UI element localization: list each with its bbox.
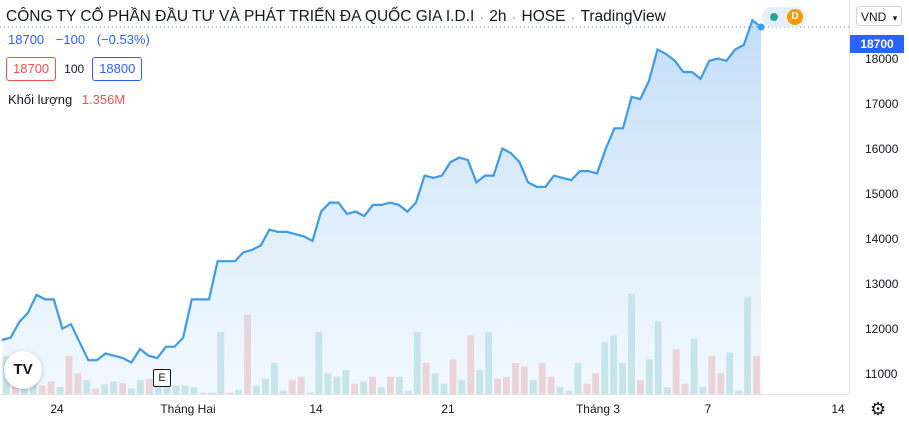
last-price-dot: [757, 23, 765, 31]
price-tick-label: 18000: [865, 51, 899, 66]
tradingview-logo[interactable]: TV: [4, 351, 42, 389]
time-tick-label: 14: [309, 402, 323, 416]
sell-button[interactable]: 18700: [6, 57, 57, 81]
chart-header: CÔNG TY CỔ PHẦN ĐẦU TƯ VÀ PHÁT TRIỂN ĐA …: [6, 6, 666, 28]
currency-value: VND: [861, 10, 887, 24]
separator-dot: ·: [570, 8, 576, 26]
time-tick-label: 21: [441, 402, 455, 416]
exchange-label: HOSE: [521, 8, 566, 25]
currency-select[interactable]: VND ▾: [856, 6, 902, 26]
symbol-title[interactable]: CÔNG TY CỔ PHẦN ĐẦU TƯ VÀ PHÁT TRIỂN ĐA …: [6, 8, 475, 25]
bid-ask-panel: 18700 100 18800: [6, 57, 143, 81]
separator-dot: ·: [511, 8, 517, 26]
price-tick-label: 17000: [865, 96, 899, 111]
price-line: [1, 18, 762, 364]
time-tick-label: 14: [831, 402, 845, 416]
volume-value: 1.356M: [81, 92, 126, 107]
time-tick-label: 7: [704, 402, 712, 416]
chevron-down-icon: ▾: [892, 13, 898, 23]
buy-button[interactable]: 18800: [92, 57, 143, 81]
price-tick-label: 11000: [865, 366, 898, 381]
current-price-label: 18700: [850, 35, 904, 53]
time-tick-label: 24: [50, 402, 64, 416]
earnings-event-marker[interactable]: E: [153, 369, 171, 387]
time-tick-label: Tháng 3: [575, 402, 621, 416]
volume-legend: Khối lượng 1.356M: [8, 92, 125, 107]
market-open-icon: [770, 13, 778, 21]
time-tick-label: Tháng Hai: [160, 402, 216, 416]
price-change-percent: (−0.53%): [96, 32, 150, 47]
volume-label: Khối lượng: [8, 92, 73, 107]
price-tick-label: 12000: [865, 321, 899, 336]
price-tick-label: 15000: [865, 186, 899, 201]
interval-label[interactable]: 2h: [489, 8, 507, 25]
price-tick-label: 14000: [865, 231, 899, 246]
delayed-data-badge: D: [787, 9, 803, 25]
price-summary: 18700 −100 (−0.53%): [8, 32, 158, 47]
market-status-pill[interactable]: D: [762, 7, 806, 27]
separator-dot: ·: [479, 8, 485, 26]
gear-icon[interactable]: ⚙: [870, 399, 887, 419]
last-price: 18700: [8, 32, 45, 47]
spread-value: 100: [64, 62, 85, 76]
price-change: −100: [55, 32, 86, 47]
price-tick-label: 13000: [865, 276, 899, 291]
time-axis[interactable]: [0, 394, 849, 423]
provider-label: TradingView: [580, 8, 666, 25]
price-axis[interactable]: [849, 0, 909, 394]
price-tick-label: 16000: [865, 141, 899, 156]
